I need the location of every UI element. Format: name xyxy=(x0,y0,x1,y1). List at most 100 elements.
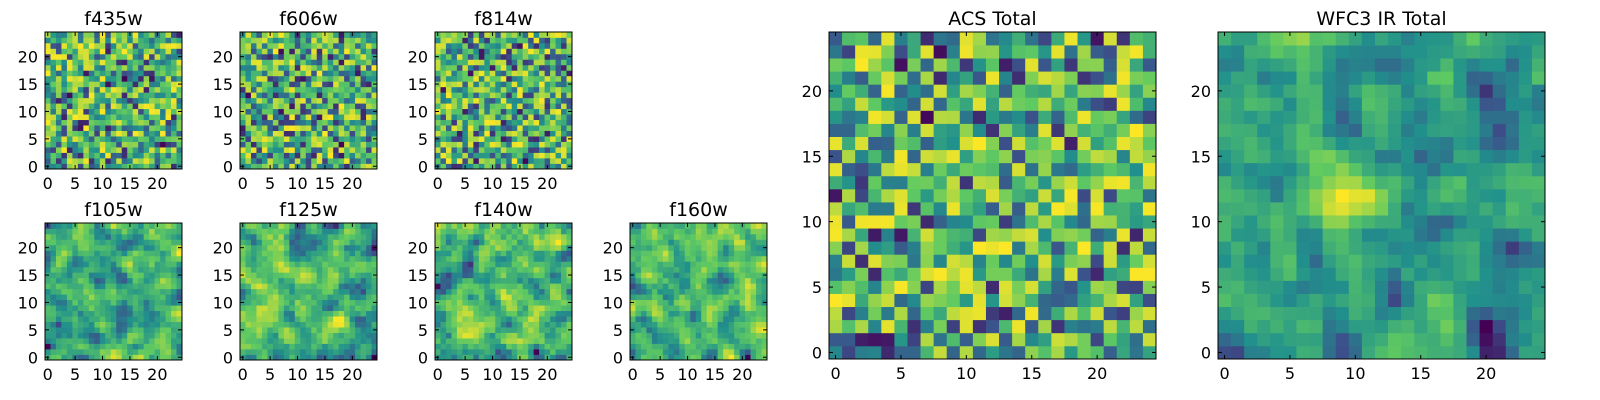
heatmap-cell xyxy=(127,103,134,110)
heatmap-cell xyxy=(105,75,112,82)
heatmap-cell xyxy=(684,233,691,240)
heatmap-cell xyxy=(761,288,768,295)
heatmap-cell xyxy=(646,261,653,268)
heatmap-cell xyxy=(473,316,480,322)
heatmap-cell xyxy=(283,277,290,284)
heatmap-cell xyxy=(360,228,367,235)
heatmap-cell xyxy=(1129,332,1144,347)
heatmap-cell xyxy=(662,239,669,246)
heatmap-cell xyxy=(366,228,372,235)
heatmap-cell xyxy=(451,103,458,110)
heatmap-cell xyxy=(171,244,177,251)
heatmap-cell xyxy=(94,70,101,77)
heatmap-cell xyxy=(456,233,463,240)
heatmap-cell xyxy=(868,241,882,255)
heatmap-cell xyxy=(55,244,62,251)
heatmap-cell xyxy=(473,277,480,284)
heatmap-cell xyxy=(894,215,908,229)
heatmap-cell xyxy=(300,42,307,49)
heatmap-cell xyxy=(127,277,134,284)
heatmap-cell xyxy=(61,261,68,268)
heatmap-cell xyxy=(517,75,524,82)
heatmap-cell xyxy=(1077,241,1091,255)
heatmap-cell xyxy=(344,316,350,322)
heatmap-cell xyxy=(522,244,529,251)
heatmap-cell xyxy=(907,149,921,164)
heatmap-cell xyxy=(761,261,768,268)
heatmap-cell xyxy=(684,288,691,295)
heatmap-cell xyxy=(176,147,183,153)
heatmap-cell xyxy=(94,338,101,344)
heatmap-cell xyxy=(83,92,90,99)
heatmap-cell xyxy=(261,152,268,159)
heatmap-cell xyxy=(701,228,708,235)
heatmap-cell xyxy=(311,59,318,66)
heatmap-cell xyxy=(250,114,257,121)
heatmap-cell xyxy=(267,233,274,240)
heatmap-cell xyxy=(110,338,117,344)
heatmap-cell xyxy=(745,316,751,322)
heatmap-cell xyxy=(94,48,101,55)
heatmap-cell xyxy=(1064,202,1078,216)
heatmap-cell xyxy=(245,103,252,110)
heatmap-cell xyxy=(138,228,144,235)
heatmap-cell xyxy=(50,97,57,104)
heatmap-cell xyxy=(305,288,312,295)
heatmap-cell xyxy=(511,250,518,257)
heatmap-cell xyxy=(717,321,724,328)
heatmap-cell xyxy=(83,272,90,279)
heatmap-cell xyxy=(99,239,106,246)
heatmap-cell xyxy=(1116,215,1131,229)
heatmap-cell xyxy=(240,125,246,131)
heatmap-cell xyxy=(489,349,496,355)
heatmap-cell xyxy=(165,255,172,262)
heatmap-cell xyxy=(105,125,112,131)
heatmap-cell xyxy=(88,37,95,44)
heatmap-cell xyxy=(440,136,447,142)
heatmap-cell xyxy=(110,158,117,164)
heatmap-cell xyxy=(701,261,708,268)
heatmap-cell xyxy=(289,64,296,71)
heatmap-cell xyxy=(550,59,556,66)
heatmap-cell xyxy=(176,42,183,49)
heatmap-cell xyxy=(728,261,735,268)
heatmap-cell xyxy=(149,294,155,301)
heatmap-cell xyxy=(1012,175,1026,190)
heatmap-cell xyxy=(522,283,529,290)
heatmap-cell xyxy=(684,343,691,350)
heatmap-cell xyxy=(245,354,252,361)
heatmap-cell xyxy=(77,32,84,38)
heatmap-cell xyxy=(245,266,252,273)
heatmap-cell xyxy=(349,349,356,355)
heatmap-cell xyxy=(116,92,123,99)
heatmap-cell xyxy=(679,321,686,328)
heatmap-cell xyxy=(132,108,139,115)
heatmap-cell xyxy=(668,354,675,361)
heatmap-cell xyxy=(489,81,496,88)
heatmap-cell xyxy=(261,53,268,60)
heatmap-cell xyxy=(149,152,155,159)
heatmap-cell xyxy=(256,48,263,55)
heatmap-cell xyxy=(333,239,339,246)
heatmap-cell xyxy=(999,280,1013,294)
heatmap-cell xyxy=(745,288,751,295)
heatmap-cell xyxy=(933,162,948,177)
heatmap-cell xyxy=(462,349,469,355)
heatmap-cell xyxy=(77,70,84,77)
heatmap-cell xyxy=(561,163,567,170)
heatmap-cell xyxy=(566,349,573,355)
heatmap-cell xyxy=(110,103,117,110)
heatmap-cell xyxy=(45,233,51,240)
heatmap-cell xyxy=(300,327,307,333)
heatmap-cell xyxy=(435,332,441,339)
heatmap-cell xyxy=(728,349,735,355)
heatmap-cell xyxy=(160,163,166,170)
heatmap-cell xyxy=(712,288,719,295)
heatmap-cell xyxy=(750,316,757,322)
heatmap-cell xyxy=(1116,175,1131,190)
heatmap-cell xyxy=(366,86,372,93)
heatmap-cell xyxy=(489,75,496,82)
heatmap-cell xyxy=(66,136,73,142)
heatmap-cell xyxy=(278,125,285,131)
heatmap-cell xyxy=(94,244,101,251)
